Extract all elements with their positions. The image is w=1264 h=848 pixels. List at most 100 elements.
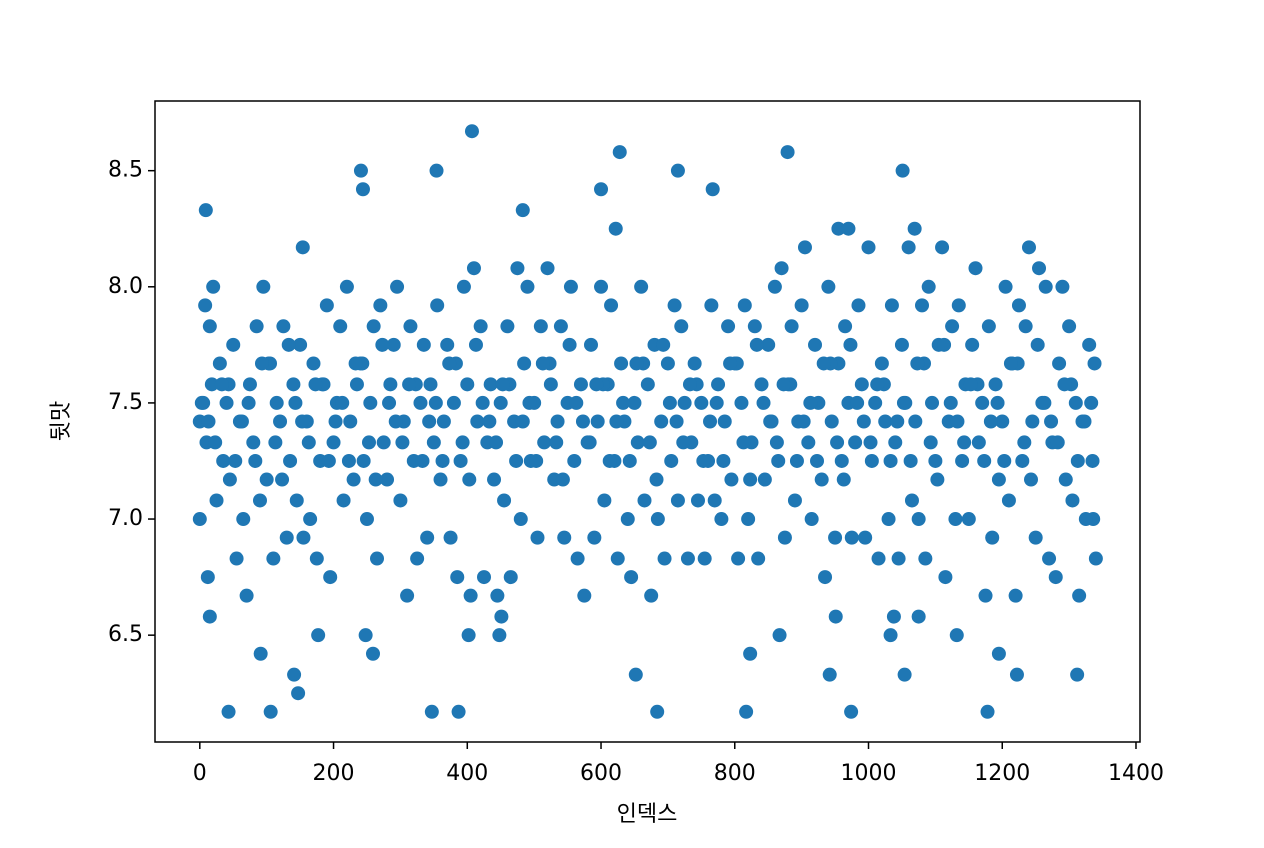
point (797, 240, 812, 255)
point (1050, 435, 1065, 450)
point (943, 395, 958, 410)
point (911, 609, 926, 624)
point (923, 435, 938, 450)
point (971, 435, 986, 450)
point (515, 414, 530, 429)
point (1068, 395, 1083, 410)
point (634, 279, 649, 294)
point (293, 337, 308, 352)
point (628, 667, 643, 682)
point (707, 493, 722, 508)
point (1001, 493, 1016, 508)
point (426, 435, 441, 450)
point (1078, 512, 1093, 527)
point (780, 145, 795, 160)
point (612, 145, 627, 160)
point (200, 570, 215, 585)
x-tick-label: 800 (714, 761, 756, 786)
point (428, 395, 443, 410)
point (1038, 279, 1053, 294)
point (851, 298, 866, 313)
point (1087, 356, 1102, 371)
point (757, 472, 772, 487)
point (721, 319, 736, 334)
point (801, 435, 816, 450)
point (723, 356, 738, 371)
point (772, 628, 787, 643)
point (402, 377, 417, 392)
point (494, 609, 509, 624)
point (483, 377, 498, 392)
point (731, 551, 746, 566)
point (844, 704, 859, 719)
point (796, 414, 811, 429)
point (677, 395, 692, 410)
point (834, 453, 849, 468)
point (904, 493, 919, 508)
point (694, 395, 709, 410)
point (259, 472, 274, 487)
point (462, 472, 477, 487)
point (881, 512, 896, 527)
point (589, 377, 604, 392)
point (739, 704, 754, 719)
point (1077, 414, 1092, 429)
point (656, 337, 671, 352)
point (836, 472, 851, 487)
point (451, 704, 466, 719)
point (629, 356, 644, 371)
point (308, 377, 323, 392)
point (495, 377, 510, 392)
point (841, 221, 856, 236)
point (789, 453, 804, 468)
point (978, 588, 993, 603)
point (737, 298, 752, 313)
point (828, 530, 843, 545)
point (400, 588, 415, 603)
point (252, 493, 267, 508)
point (878, 414, 893, 429)
point (711, 377, 726, 392)
point (254, 356, 269, 371)
point (563, 279, 578, 294)
point (420, 530, 435, 545)
point (968, 261, 983, 276)
point (273, 414, 288, 429)
point (236, 512, 251, 527)
point (386, 337, 401, 352)
point (794, 298, 809, 313)
point (814, 472, 829, 487)
point (831, 221, 846, 236)
point (608, 221, 623, 236)
point (660, 356, 675, 371)
point (858, 530, 873, 545)
point (549, 435, 564, 450)
point (253, 646, 268, 661)
point (850, 395, 865, 410)
point (569, 395, 584, 410)
point (212, 356, 227, 371)
point (657, 551, 672, 566)
point (1015, 453, 1030, 468)
point (533, 319, 548, 334)
point (957, 435, 972, 450)
point (637, 493, 652, 508)
point (803, 395, 818, 410)
point (239, 588, 254, 603)
point (442, 356, 457, 371)
point (894, 337, 909, 352)
point (470, 414, 485, 429)
point (925, 395, 940, 410)
point (562, 337, 577, 352)
x-tick-label: 0 (193, 761, 207, 786)
point (682, 377, 697, 392)
point (348, 356, 363, 371)
point (229, 551, 244, 566)
point (424, 704, 439, 719)
point (743, 646, 758, 661)
point (529, 453, 544, 468)
point (492, 628, 507, 643)
point (336, 493, 351, 508)
point (346, 472, 361, 487)
